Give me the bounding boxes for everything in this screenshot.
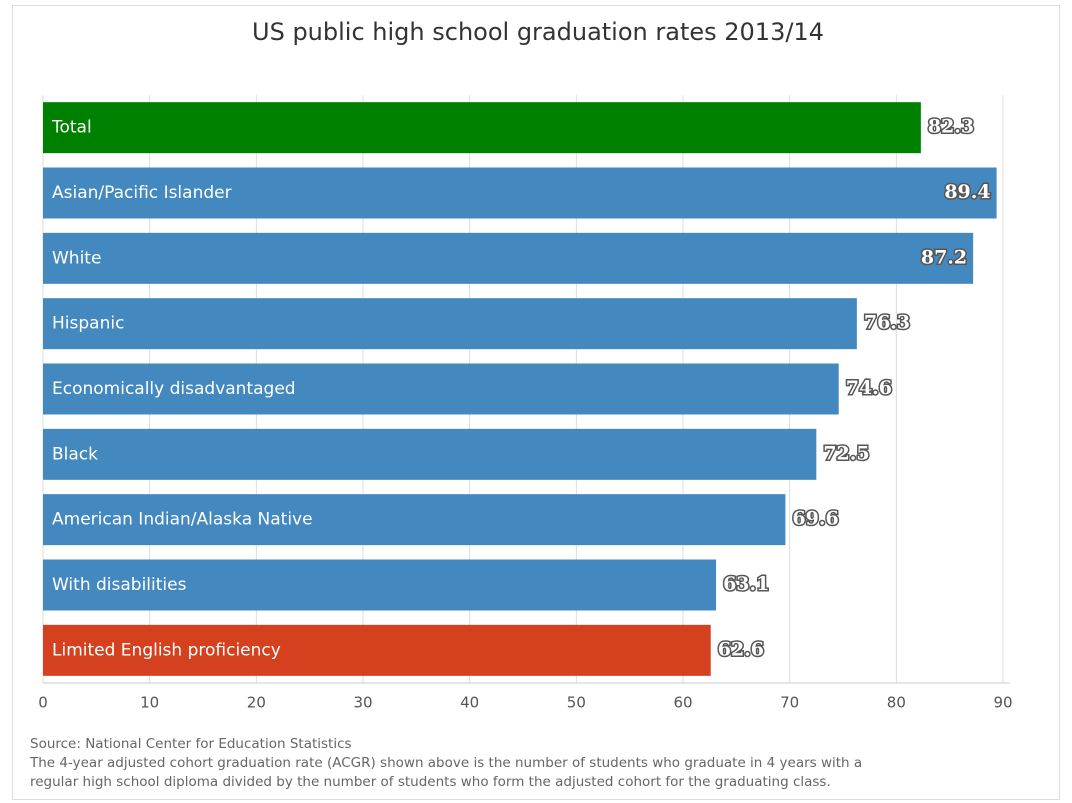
category-label: Total — [51, 118, 92, 138]
bar — [43, 298, 857, 350]
x-tick-label: 90 — [993, 694, 1012, 712]
x-tick-label: 60 — [673, 694, 692, 712]
value-label: 76.3 — [864, 312, 910, 334]
x-tick-label: 0 — [38, 694, 48, 712]
value-label: 87.2 — [921, 246, 967, 268]
value-label: 82.3 — [928, 116, 974, 138]
category-label: With disabilities — [52, 575, 187, 595]
category-label: Limited English proficiency — [52, 640, 281, 660]
value-label: 72.5 — [823, 442, 869, 464]
value-label: 89.4 — [944, 181, 990, 203]
bar — [43, 428, 817, 480]
value-label: 69.6 — [792, 508, 838, 530]
bar — [43, 363, 839, 415]
value-label: 62.6 — [718, 638, 764, 660]
category-label: Asian/Pacific Islander — [52, 183, 232, 203]
category-label: American Indian/Alaska Native — [52, 510, 313, 530]
category-label: Hispanic — [52, 314, 124, 334]
x-tick-label: 20 — [247, 694, 266, 712]
category-label: Economically disadvantaged — [52, 379, 296, 399]
x-tick-label: 40 — [460, 694, 479, 712]
source: Source: National Center for Education St… — [30, 736, 352, 752]
note-line: The 4-year adjusted cohort graduation ra… — [29, 755, 862, 771]
x-tick-label: 50 — [567, 694, 586, 712]
x-tick-label: 30 — [353, 694, 372, 712]
bar — [43, 494, 786, 546]
x-tick-label: 10 — [140, 694, 159, 712]
bar — [43, 232, 974, 284]
bar — [43, 624, 711, 676]
category-label: White — [52, 248, 101, 268]
x-tick-label: 80 — [887, 694, 906, 712]
category-label: Black — [52, 444, 98, 464]
note-line: regular high school diploma divided by t… — [30, 774, 831, 790]
chart-title: US public high school graduation rates 2… — [252, 18, 824, 46]
value-label: 74.6 — [846, 377, 892, 399]
bar — [43, 102, 921, 154]
bar — [43, 167, 997, 219]
x-tick-label: 70 — [780, 694, 799, 712]
bar — [43, 559, 717, 611]
value-label: 63.1 — [723, 573, 769, 595]
